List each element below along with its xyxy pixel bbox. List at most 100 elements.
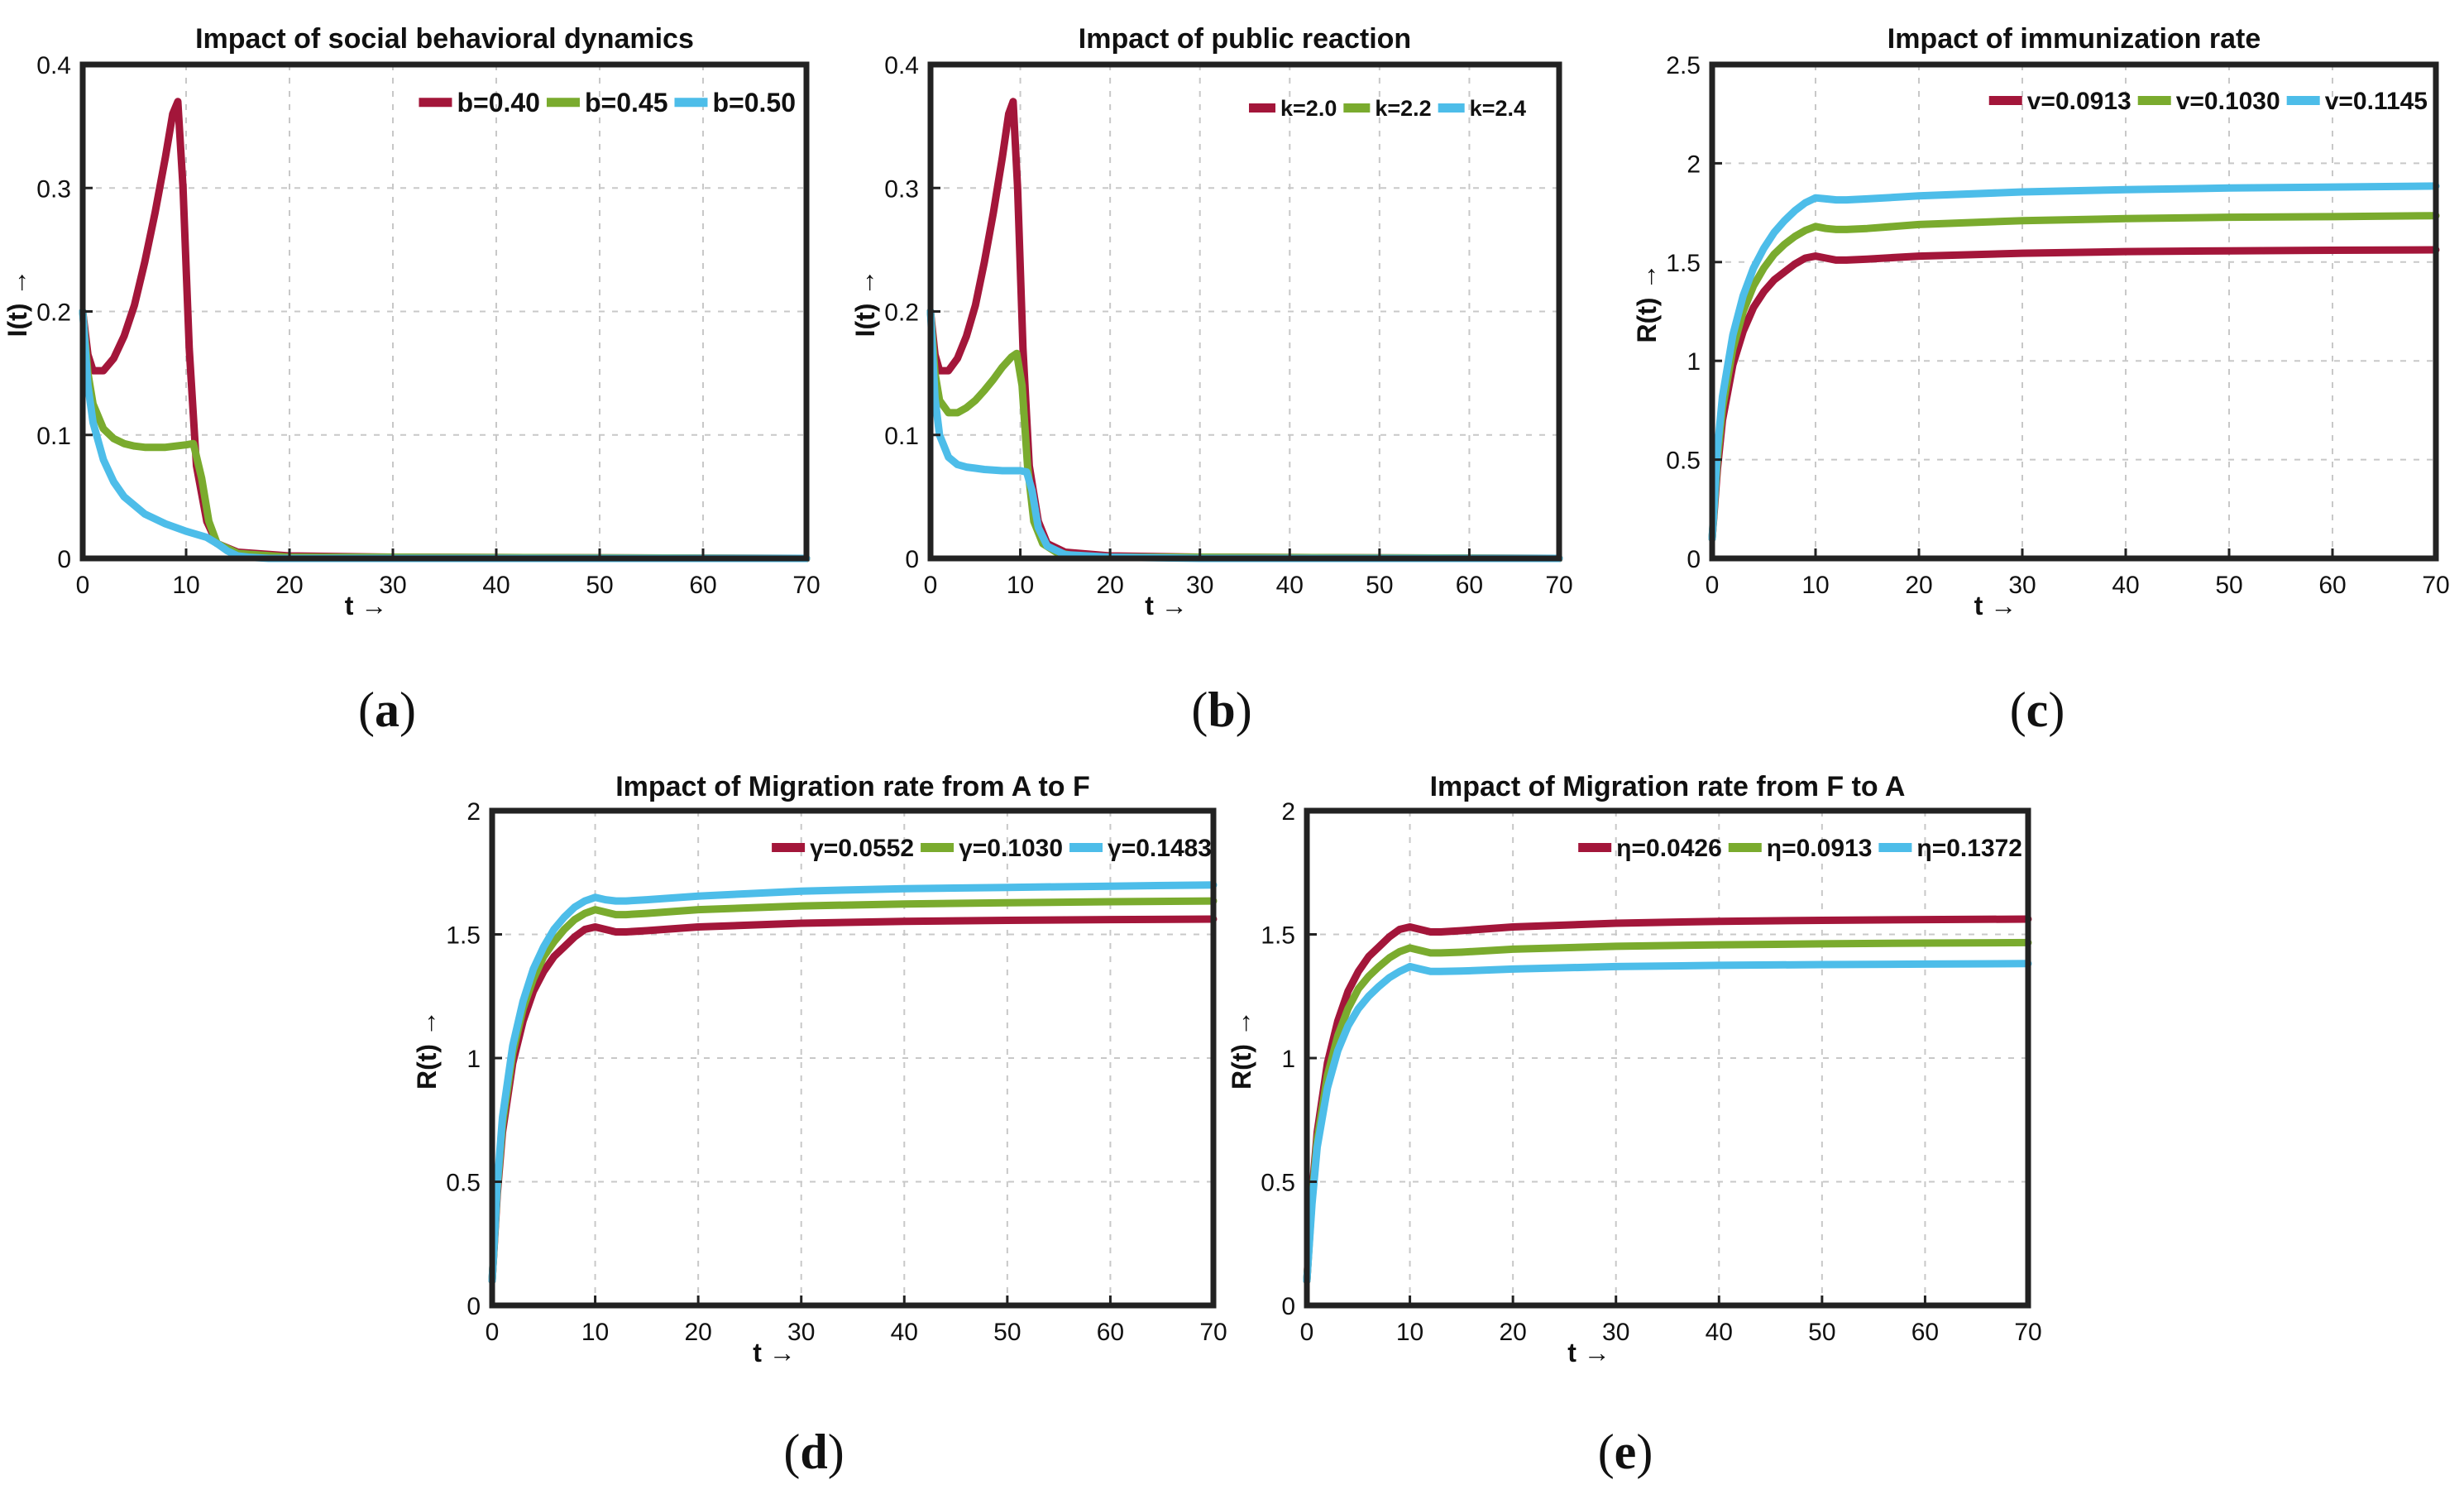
x-tick-label: 10 <box>1007 572 1034 599</box>
x-tick-label: 10 <box>1396 1319 1423 1346</box>
x-axis-label: t → <box>1567 1338 1610 1367</box>
x-tick-label: 70 <box>2014 1319 2041 1346</box>
x-tick-label: 20 <box>1096 572 1123 599</box>
y-tick-label: 0 <box>1281 1293 1295 1320</box>
legend-label-2: γ=0.1483 <box>1108 835 1212 862</box>
series-line-0 <box>1303 915 2032 1285</box>
x-tick-label: 30 <box>2008 572 2036 599</box>
x-tick-label: 20 <box>684 1319 711 1346</box>
x-tick-label: 70 <box>1545 572 1572 599</box>
chart-panel-b: 0 10 20 30 40 50 60 70 0 0.1 0.2 0.3 0.4 Impact of pu… <box>850 23 1573 620</box>
y-tick-label: 0.1 <box>36 423 71 450</box>
y-axis-label: R(t) → <box>1227 1010 1256 1090</box>
y-tick-label: 0.1 <box>884 423 919 450</box>
y-axis-label: I(t) → <box>850 270 880 338</box>
x-tick-label: 0 <box>1706 572 1720 599</box>
legend-label-2: η=0.1372 <box>1916 835 2022 862</box>
x-tick-label: 40 <box>891 1319 918 1346</box>
x-tick-label: 50 <box>993 1319 1021 1346</box>
legend: b=0.40 b=0.45 b=0.50 <box>419 88 796 117</box>
x-tick-label: 60 <box>1911 1319 1939 1346</box>
x-tick-label: 10 <box>172 572 199 599</box>
x-tick-label: 50 <box>586 572 613 599</box>
chart-panel-a: 0 10 20 30 40 50 60 70 0 0.1 0.2 0.3 0.4 Impact of so… <box>2 23 821 620</box>
x-tick-label: 10 <box>1801 572 1829 599</box>
legend-label-1: η=0.0913 <box>1767 835 1873 862</box>
legend: k=2.0 k=2.2 k=2.4 <box>1249 96 1526 121</box>
x-tick-label: 40 <box>1706 1319 1733 1346</box>
legend-label-1: k=2.2 <box>1375 96 1431 121</box>
y-tick-label: 1.5 <box>1666 250 1701 277</box>
chart-panel-e: 0 10 20 30 40 50 60 70 0 0.5 1 1.5 2 Impact of Migrat… <box>1227 771 2042 1367</box>
y-tick-label: 0 <box>466 1293 481 1320</box>
y-axis-label: R(t) → <box>412 1010 442 1090</box>
x-axis-label: t → <box>1974 591 2017 620</box>
series-line-0 <box>926 98 1563 563</box>
y-tick-label: 1 <box>1281 1046 1295 1073</box>
y-tick-label: 0.2 <box>884 299 919 327</box>
x-tick-label: 30 <box>1602 1319 1629 1346</box>
y-tick-label: 0.3 <box>884 175 919 203</box>
x-tick-label: 20 <box>1499 1319 1526 1346</box>
x-axis-label: t → <box>753 1338 796 1367</box>
y-tick-label: 0.2 <box>36 299 71 327</box>
x-axis-label: t → <box>1145 591 1188 620</box>
y-tick-label: 1 <box>466 1046 481 1073</box>
y-tick-label: 0 <box>905 546 919 573</box>
series-line-1 <box>488 897 1218 1285</box>
y-tick-label: 0 <box>1687 546 1701 573</box>
y-tick-label: 1 <box>1687 348 1701 376</box>
y-tick-label: 1.5 <box>1261 922 1295 950</box>
legend-label-2: v=0.1145 <box>2325 88 2428 115</box>
legend: η=0.0426 η=0.0913 η=0.1372 <box>1578 835 2022 862</box>
x-tick-label: 60 <box>2318 572 2346 599</box>
y-tick-label: 0.5 <box>1261 1170 1295 1197</box>
y-tick-label: 2.5 <box>1666 52 1701 79</box>
x-tick-label: 30 <box>1186 572 1213 599</box>
legend-label-0: γ=0.0552 <box>810 835 914 862</box>
x-tick-label: 70 <box>1199 1319 1227 1346</box>
x-tick-label: 60 <box>1097 1319 1124 1346</box>
series-line-2 <box>926 308 1563 563</box>
x-tick-label: 70 <box>2422 572 2449 599</box>
x-tick-label: 50 <box>1808 1319 1835 1346</box>
x-tick-label: 20 <box>275 572 303 599</box>
series-line-2 <box>488 881 1218 1285</box>
caption-b: (b) <box>1191 682 1251 737</box>
chart-title: Impact of Migration rate from F to A <box>1430 771 1906 802</box>
y-tick-label: 0.3 <box>36 175 71 203</box>
legend: γ=0.0552 γ=0.1030 γ=0.1483 <box>772 835 1212 862</box>
x-tick-label: 70 <box>792 572 820 599</box>
x-tick-label: 60 <box>689 572 716 599</box>
y-tick-label: 0.4 <box>884 52 919 79</box>
x-tick-label: 50 <box>1366 572 1393 599</box>
x-tick-label: 30 <box>787 1319 815 1346</box>
chart-title: Impact of public reaction <box>1079 23 1411 55</box>
x-tick-label: 40 <box>2112 572 2139 599</box>
y-axis-label: I(t) → <box>2 270 32 338</box>
series-line-0 <box>488 915 1218 1285</box>
legend-label-2: b=0.50 <box>712 88 796 117</box>
legend-label-1: b=0.45 <box>585 88 668 117</box>
y-tick-label: 0.5 <box>446 1170 481 1197</box>
x-tick-label: 40 <box>482 572 510 599</box>
chart-title: Impact of Migration rate from A to F <box>615 771 1090 802</box>
caption-c: (c) <box>2010 682 2065 737</box>
x-axis-label: t → <box>345 591 388 620</box>
x-tick-label: 40 <box>1276 572 1304 599</box>
caption-a: (a) <box>358 682 416 737</box>
y-tick-label: 2 <box>1687 151 1701 178</box>
x-tick-label: 50 <box>2215 572 2242 599</box>
legend: v=0.0913 v=0.1030 v=0.1145 <box>1988 88 2428 115</box>
series-line-0 <box>1708 246 2440 543</box>
x-tick-label: 20 <box>1905 572 1932 599</box>
x-tick-label: 0 <box>924 572 938 599</box>
series-line-0 <box>79 98 811 563</box>
y-tick-label: 2 <box>466 798 481 826</box>
x-tick-label: 0 <box>486 1319 500 1346</box>
series-line-1 <box>1708 212 2440 543</box>
series-line-1 <box>1303 938 2032 1285</box>
y-tick-label: 0.5 <box>1666 448 1701 475</box>
y-tick-label: 0.4 <box>36 52 71 79</box>
